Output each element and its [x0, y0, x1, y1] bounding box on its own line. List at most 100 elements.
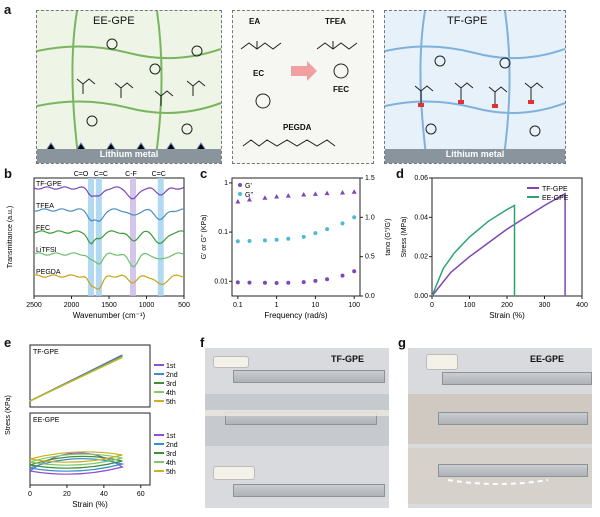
recovered-sample: [213, 466, 255, 480]
legend-label: G'': [245, 192, 253, 199]
series-label: FEC: [36, 225, 50, 232]
x-tick-label: 300: [539, 302, 551, 309]
cyclic-chart: TF-GPE EE-GPE 1st 1st 2nd 2nd 3rd 3rd 4th 4th 5th 5…: [5, 344, 178, 509]
panel-label-g: g: [398, 335, 406, 350]
y-tick-label: 0.06: [414, 175, 428, 182]
data-point: [351, 189, 357, 194]
y2-tick-label: 0.0: [365, 293, 375, 300]
panel-label-a: a: [4, 2, 12, 17]
data-point: [352, 215, 357, 220]
ea-label: EA: [249, 17, 261, 26]
x-axis-label: Frequency (rad/s): [264, 311, 327, 320]
series-line: [431, 204, 516, 297]
x-tick-label: 2500: [26, 302, 42, 309]
ftir-chart: C=O C=C C-F C=C TF-GPE TFEA FEC LiTFSI PEGDA 2500…: [7, 171, 190, 320]
x-tick-label: 60: [137, 491, 145, 498]
cycle-loop-bottom: [29, 458, 125, 472]
break-line: [447, 479, 549, 485]
y-tick-label: 0.02: [414, 254, 428, 261]
data-point: [262, 280, 267, 285]
x-tick-label: 0: [430, 302, 434, 309]
data-point: [325, 277, 330, 282]
data-point: [235, 280, 240, 285]
ruler-bottom: [233, 484, 385, 497]
y-axis-label: Stress (KPa): [5, 395, 12, 435]
x-tick-label: 100: [348, 302, 360, 309]
series-line: [33, 274, 185, 290]
x-tick-label: 10: [311, 302, 319, 309]
y2-axis-label: tanα (G''/G'): [385, 218, 392, 255]
ruler-top-ee: [442, 372, 592, 385]
x-tick-label: 400: [576, 302, 588, 309]
legend-label-top: 3rd: [166, 381, 176, 388]
x-tick-label: 100: [464, 302, 476, 309]
legend-label: EE-GPE: [542, 195, 569, 202]
data-point: [247, 280, 252, 285]
panel-label-d: d: [396, 166, 404, 181]
data-point: [286, 236, 291, 241]
cycle-loop-bottom: [29, 451, 123, 463]
data-point: [340, 273, 345, 278]
data-point: [274, 237, 279, 242]
x-tick-label: 20: [63, 491, 71, 498]
x-tick-label: 40: [100, 491, 108, 498]
data-point: [340, 189, 346, 195]
lithium-metal-left: Lithium metal: [37, 149, 221, 163]
legend-label: TF-GPE: [542, 186, 568, 193]
data-point: [313, 231, 318, 236]
x-axis-label: Strain (%): [72, 500, 108, 509]
series-line: [33, 252, 185, 268]
legend-label-bottom: 3rd: [166, 451, 176, 458]
top-title: TF-GPE: [33, 349, 59, 356]
data-point: [247, 238, 252, 243]
panel-label-f: f: [200, 335, 205, 350]
y-tick-label: 0.00: [414, 293, 428, 300]
data-point: [312, 191, 318, 196]
data-point: [313, 278, 318, 283]
cycle-loop-bottom: [29, 453, 123, 466]
series-line: [33, 186, 185, 200]
data-point: [285, 193, 291, 198]
y-tick-label: 1: [224, 180, 228, 187]
plot-frame: [231, 177, 361, 297]
pegda-label: PEGDA: [283, 123, 312, 132]
data-point: [301, 192, 307, 197]
ec-label: EC: [253, 69, 265, 78]
band-highlight: [95, 178, 102, 296]
data-point: [262, 238, 267, 243]
y2-tick-label: 1.0: [365, 214, 375, 221]
y-tick-label: 0.01: [214, 278, 228, 285]
y-axis-label: G' or G'' (KPa): [201, 215, 208, 260]
panel-label-c: c: [200, 166, 208, 181]
lithium-metal-right: Lithium metal: [385, 149, 565, 163]
data-point: [274, 281, 279, 286]
plot-frame-top: [29, 344, 151, 408]
x-axis-label: Strain (%): [489, 311, 525, 320]
panel-label-b: b: [4, 166, 12, 181]
x-tick-label: 0: [28, 491, 32, 498]
x-tick-label: 1: [275, 302, 279, 309]
ruler-middle-ee: [438, 412, 588, 425]
x-tick-label: 0.1: [233, 302, 243, 309]
legend-label-top: 5th: [166, 399, 176, 406]
data-point: [286, 280, 291, 285]
data-point: [246, 196, 252, 202]
panel-label-e: e: [4, 335, 12, 350]
molecule-box: EA TFEA EC FEC PEGDA: [232, 10, 374, 164]
legend-label-top: 1st: [166, 363, 175, 370]
y-tick-label: 0.1: [218, 229, 228, 236]
gel-sample: [213, 356, 249, 368]
tf-gpe-photo-title: TF-GPE: [331, 354, 364, 364]
data-point: [352, 269, 357, 274]
ee-gpe-title: EE-GPE: [87, 15, 141, 27]
ee-gpe-box: EE-GPE Lithium metal: [36, 10, 222, 164]
series-line: [33, 208, 185, 223]
legend-label-bottom: 4th: [166, 460, 176, 467]
data-point: [235, 198, 241, 204]
molecule-structures: [240, 41, 358, 147]
tf-gpe-network: [385, 11, 565, 163]
data-point: [235, 239, 240, 244]
legend-label-top: 4th: [166, 390, 176, 397]
y-axis-label: Stress (MPa): [401, 217, 408, 258]
legend-label-top: 2nd: [166, 372, 178, 379]
